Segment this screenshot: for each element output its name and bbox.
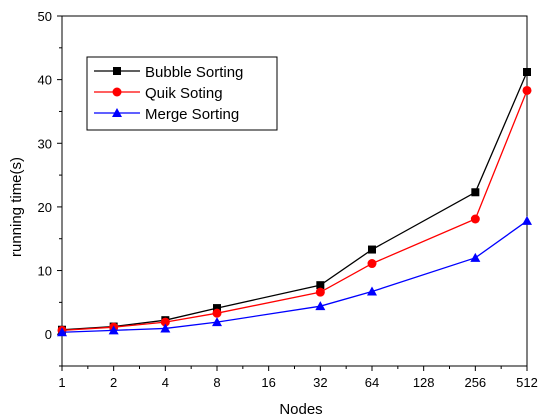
legend-label: Merge Sorting xyxy=(145,106,239,123)
y-axis-label: running time(s) xyxy=(8,157,25,257)
data-point xyxy=(316,281,325,290)
data-point xyxy=(315,301,326,311)
data-point xyxy=(212,317,222,327)
x-tick-label: 256 xyxy=(464,375,486,390)
legend-marker xyxy=(112,108,122,117)
data-point xyxy=(368,245,376,254)
series-line xyxy=(61,90,528,332)
x-tick-label: 16 xyxy=(261,375,275,390)
y-tick-label: 30 xyxy=(38,136,52,151)
x-tick-label: 32 xyxy=(313,375,327,390)
series-line xyxy=(61,220,528,333)
legend-marker xyxy=(112,87,122,97)
x-tick-label: 8 xyxy=(213,375,220,390)
y-tick-label: 20 xyxy=(38,200,52,215)
data-point xyxy=(160,323,171,333)
data-point xyxy=(367,259,377,269)
data-point xyxy=(522,85,532,95)
legend-entry: Bubble Sorting xyxy=(94,64,243,81)
x-axis-label: Nodes xyxy=(279,401,322,418)
x-tick-label: 2 xyxy=(110,375,117,390)
series-line xyxy=(61,71,528,331)
axis-layer: 0 10 20 30 40 50 1 2 4 8 16 32 64 128 256 512 xyxy=(38,9,538,390)
x-tick-label: 512 xyxy=(516,375,538,390)
data-point xyxy=(523,68,531,76)
data-point xyxy=(213,304,221,313)
legend-entry: Merge Sorting xyxy=(94,106,239,123)
y-tick-label: 40 xyxy=(38,73,52,88)
series-3 xyxy=(57,215,532,337)
legend-label: Quik Soting xyxy=(145,85,223,102)
data-point xyxy=(470,214,480,224)
legend-label: Bubble Sorting xyxy=(145,64,243,81)
series-layer xyxy=(57,68,532,337)
legend-entry: Quik Soting xyxy=(94,85,223,102)
data-point xyxy=(315,287,325,297)
legend-marker xyxy=(113,67,121,75)
data-point xyxy=(160,317,170,327)
y-tick-label: 10 xyxy=(38,264,52,279)
y-tick-label: 0 xyxy=(45,327,52,342)
data-point xyxy=(367,286,377,296)
data-point xyxy=(212,308,222,318)
data-point xyxy=(522,215,532,225)
x-tick-label: 4 xyxy=(162,375,169,390)
x-tick-label: 128 xyxy=(413,375,435,390)
data-point xyxy=(470,252,481,262)
x-tick-label: 1 xyxy=(58,375,65,390)
x-tick-label: 64 xyxy=(365,375,379,390)
data-point xyxy=(57,327,67,337)
data-point xyxy=(471,188,480,197)
legend: Bubble Sorting Quik Soting Merge Sorting xyxy=(86,56,278,131)
y-tick-label: 50 xyxy=(38,9,52,24)
data-point xyxy=(108,325,119,335)
